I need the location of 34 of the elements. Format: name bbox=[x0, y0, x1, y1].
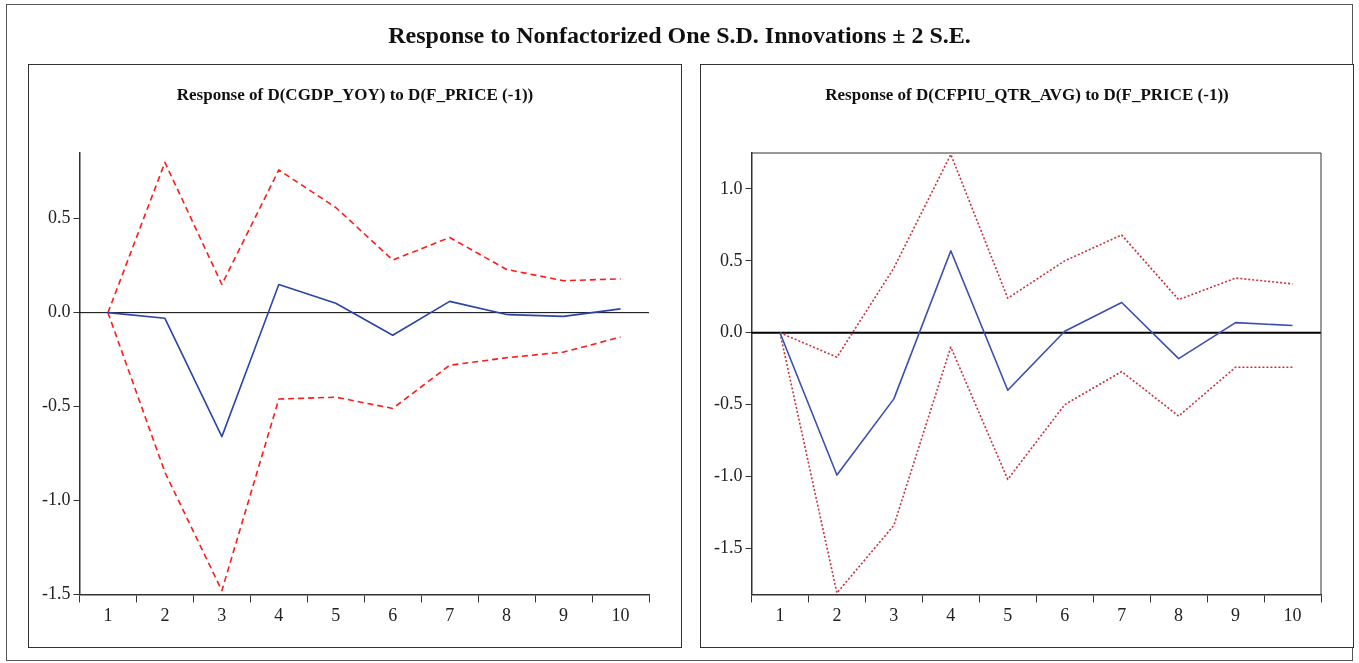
x-tick-label: 3 bbox=[889, 604, 899, 625]
x-tick-label: 5 bbox=[1003, 604, 1013, 625]
y-tick-label: -0.5 bbox=[713, 393, 743, 414]
y-tick-label: -1.0 bbox=[713, 465, 743, 486]
chart-title: Response to Nonfactorized One S.D. Innovations ± 2 S.E. bbox=[387, 22, 972, 49]
x-tick-label: 9 bbox=[1231, 604, 1241, 625]
x-tick-label: 1 bbox=[103, 604, 113, 625]
x-tick-label: 3 bbox=[217, 604, 227, 625]
x-tick-label: 5 bbox=[331, 604, 341, 625]
y-tick-label: 0.5 bbox=[719, 249, 743, 270]
y-tick-label: -1.0 bbox=[41, 489, 71, 510]
x-tick-label: 4 bbox=[274, 604, 284, 625]
y-tick-label: -1.5 bbox=[41, 583, 71, 604]
y-tick-label: 1.0 bbox=[719, 177, 743, 198]
y-tick-label: -1.5 bbox=[713, 537, 743, 558]
x-tick-label: 6 bbox=[388, 604, 398, 625]
x-tick-label: 7 bbox=[445, 604, 455, 625]
chart-subtitle: Response of D(CGDP_YOY) to D(F_PRICE (-1)) bbox=[175, 85, 535, 105]
y-tick-label: 0.5 bbox=[47, 207, 71, 228]
x-tick-label: 9 bbox=[559, 604, 569, 625]
chart-subtitle: Response of D(CFPIU_QTR_AVG) to D(F_PRICE (-1)) bbox=[824, 85, 1230, 105]
x-tick-label: 7 bbox=[1117, 604, 1127, 625]
x-tick-label: 8 bbox=[1174, 604, 1184, 625]
x-tick-label: 6 bbox=[1060, 604, 1070, 625]
x-tick-label: 4 bbox=[946, 604, 956, 625]
y-tick-label: -0.5 bbox=[41, 395, 71, 416]
x-tick-label: 10 bbox=[611, 604, 630, 625]
x-tick-label: 1 bbox=[775, 604, 785, 625]
x-tick-label: 2 bbox=[160, 604, 170, 625]
x-tick-label: 8 bbox=[502, 604, 512, 625]
y-tick-label: 0.0 bbox=[47, 301, 71, 322]
x-tick-label: 2 bbox=[832, 604, 842, 625]
y-tick-label: 0.0 bbox=[719, 321, 743, 342]
x-tick-label: 10 bbox=[1283, 604, 1302, 625]
